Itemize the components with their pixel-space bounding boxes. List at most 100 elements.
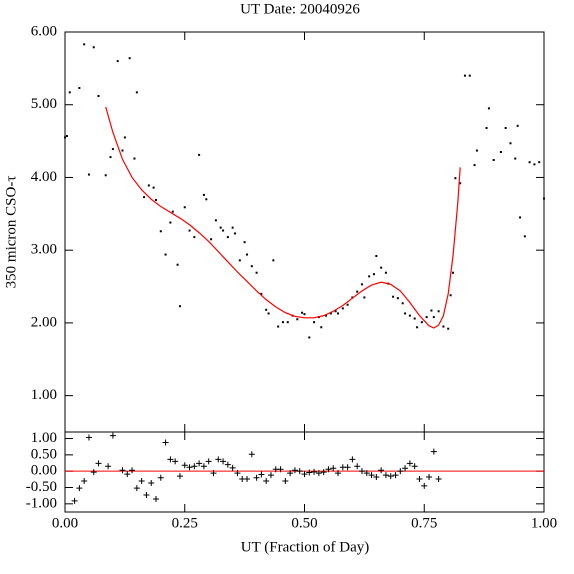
- residual-point: [153, 495, 160, 502]
- data-point: [222, 229, 225, 232]
- data-point: [538, 161, 541, 164]
- fit-line: [105, 106, 461, 329]
- residual-point: [85, 434, 92, 441]
- chart-title: UT Date: 20040926: [240, 1, 360, 17]
- data-point: [396, 297, 399, 300]
- data-point: [425, 316, 428, 319]
- data-point: [226, 236, 229, 239]
- data-point: [437, 310, 440, 313]
- y-tick-label: 6.00: [31, 23, 57, 39]
- data-point: [97, 95, 100, 97]
- data-point: [356, 290, 359, 293]
- residual-point: [344, 464, 351, 471]
- data-point: [155, 199, 158, 201]
- data-point: [404, 312, 407, 315]
- data-point: [238, 259, 241, 262]
- data-point: [516, 124, 519, 127]
- residual-point: [148, 479, 155, 486]
- data-point: [176, 263, 179, 266]
- residual-point: [296, 468, 303, 475]
- data-point: [337, 312, 340, 315]
- residual-point: [81, 477, 88, 484]
- data-point: [116, 60, 119, 63]
- data-point: [492, 159, 495, 161]
- residual-point: [291, 467, 298, 474]
- residual-point: [138, 477, 145, 484]
- data-point: [65, 135, 68, 137]
- data-point: [475, 149, 478, 152]
- data-point: [485, 127, 488, 129]
- data-point: [183, 206, 186, 209]
- data-point: [368, 275, 371, 278]
- data-point: [198, 153, 201, 156]
- residual-point: [129, 467, 136, 474]
- y-tick-label: 5.00: [31, 96, 57, 112]
- data-point: [234, 232, 237, 235]
- data-point: [255, 271, 258, 274]
- residual-point: [382, 472, 389, 479]
- data-point: [380, 266, 383, 269]
- data-point: [202, 193, 205, 196]
- residual-point: [320, 469, 327, 476]
- data-point: [416, 326, 419, 329]
- data-point: [463, 74, 466, 77]
- residual-point: [176, 473, 183, 480]
- residual-point: [229, 464, 236, 471]
- data-point: [133, 157, 136, 160]
- data-point: [231, 226, 234, 229]
- data-point: [178, 305, 181, 308]
- data-point: [533, 163, 536, 166]
- residual-point: [373, 474, 380, 481]
- residual-point: [71, 497, 78, 504]
- data-point: [281, 321, 284, 324]
- residual-point: [224, 461, 231, 468]
- data-point: [360, 283, 363, 286]
- data-point: [277, 325, 280, 328]
- residual-point: [109, 432, 116, 439]
- residual-point: [411, 463, 418, 470]
- data-point: [243, 241, 246, 244]
- data-point: [432, 316, 435, 319]
- residual-point: [143, 492, 150, 499]
- residual-point: [421, 482, 428, 489]
- data-point: [509, 142, 512, 145]
- residual-point: [253, 474, 260, 481]
- residual-point: [397, 468, 404, 475]
- residual-point: [162, 439, 169, 446]
- residual-point: [282, 477, 289, 484]
- data-point: [454, 177, 457, 180]
- y-tick-label: 1.00: [31, 430, 57, 446]
- data-point: [313, 321, 316, 324]
- data-point: [523, 235, 526, 238]
- data-point: [303, 313, 306, 316]
- residual-point: [119, 467, 126, 474]
- data-point: [265, 308, 268, 311]
- data-point: [286, 321, 289, 324]
- residual-point: [349, 456, 356, 463]
- data-point: [384, 271, 387, 274]
- residual-point: [205, 458, 212, 465]
- data-point: [205, 198, 208, 201]
- data-point: [392, 295, 395, 298]
- data-point: [451, 271, 454, 274]
- data-point: [499, 151, 502, 153]
- residual-point: [133, 485, 140, 492]
- residual-point: [196, 460, 203, 467]
- data-point: [528, 161, 531, 164]
- residual-point: [157, 474, 164, 481]
- data-point: [449, 294, 452, 297]
- y-tick-label: 2.00: [31, 314, 57, 330]
- residual-point: [76, 485, 83, 492]
- data-point: [123, 136, 126, 139]
- x-tick-label: 1.00: [531, 515, 557, 531]
- residual-point: [220, 458, 227, 465]
- residual-point: [191, 463, 198, 470]
- residual-point: [363, 470, 370, 477]
- data-point: [413, 317, 416, 320]
- data-point: [401, 302, 404, 305]
- data-point: [260, 292, 263, 295]
- data-point: [121, 149, 124, 152]
- residual-point: [181, 462, 188, 469]
- residual-point: [172, 458, 179, 465]
